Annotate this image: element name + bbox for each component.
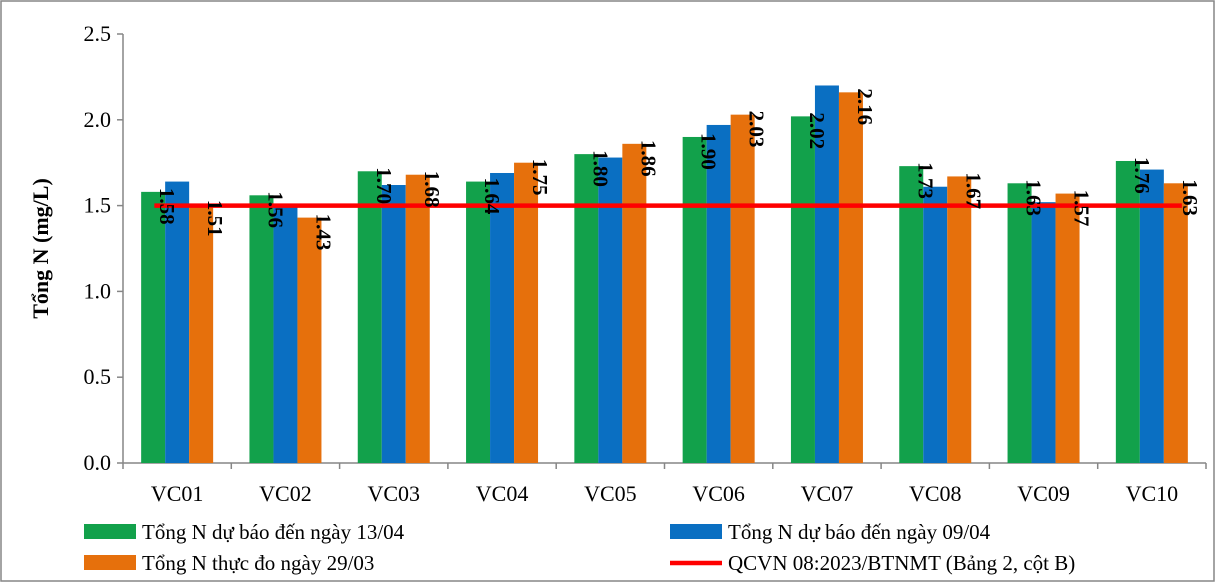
bar-series-3-vc04 (514, 162, 539, 463)
bar-series-1-vc08 (899, 166, 924, 463)
bar-layer (141, 85, 1188, 464)
bar-series-1-vc02 (249, 195, 274, 463)
bar-series-2-vc04 (490, 172, 515, 463)
bar-series-3-vc10 (1163, 183, 1188, 464)
x-tick-label: VC01 (151, 481, 204, 506)
legend-item-series-1-swatch (84, 524, 136, 539)
x-tick-label: VC05 (584, 481, 637, 506)
data-label-series-3-vc02: 1.43 (311, 214, 335, 251)
y-tick-label: 0.0 (84, 450, 112, 475)
legend-item-reference-line-label: QCVN 08:2023/BTNMT (Bảng 2, cột B) (728, 551, 1075, 575)
legend-item-series-2-label: Tổng N dự báo đến ngày 09/04 (728, 520, 991, 544)
data-label-series-3-vc08: 1.67 (961, 172, 985, 209)
bar-series-3-vc02 (297, 217, 322, 463)
data-label-series-3-vc07: 2.16 (853, 88, 877, 125)
x-tick-label: VC03 (367, 481, 420, 506)
y-tick-label: 2.5 (84, 21, 112, 46)
data-label-series-3-vc06: 2.03 (745, 111, 769, 148)
bar-series-3-vc01 (189, 203, 214, 463)
bar-series-2-vc09 (1031, 202, 1056, 463)
bar-series-2-vc01 (165, 181, 190, 464)
bar-series-2-vc03 (381, 185, 406, 463)
data-label-series-3-vc03: 1.68 (420, 171, 444, 208)
data-label-series-1-vc02: 1.56 (263, 191, 287, 228)
y-tick-label: 1.0 (84, 278, 112, 303)
y-axis-title: Tổng N (mg/L) (28, 178, 53, 319)
legend: Tổng N dự báo đến ngày 13/04 Tổng N dự bá… (84, 520, 1075, 575)
bar-series-1-vc06 (682, 136, 707, 463)
bar-series-1-vc01 (141, 191, 166, 463)
data-label-series-1-vc07: 2.02 (805, 112, 829, 149)
legend-item-series-2-swatch (670, 524, 722, 539)
bar-series-1-vc09 (1007, 183, 1032, 464)
legend-item-series-1-label: Tổng N dự báo đến ngày 13/04 (142, 520, 405, 544)
bar-series-2-vc10 (1139, 169, 1164, 463)
data-label-series-1-vc10: 1.76 (1130, 157, 1154, 194)
x-tick-label: VC02 (259, 481, 312, 506)
x-tick-label: VC06 (692, 481, 745, 506)
bar-series-2-vc06 (706, 124, 731, 463)
bar-series-1-vc10 (1115, 160, 1140, 463)
bar-series-2-vc02 (273, 205, 298, 463)
data-label-series-3-vc05: 1.86 (636, 140, 660, 177)
data-label-series-3-vc04: 1.75 (528, 159, 552, 196)
legend-item-series-3-swatch (84, 555, 136, 570)
bar-series-3-vc03 (405, 174, 430, 463)
x-tick-label: VC04 (476, 481, 529, 506)
bar-series-3-vc08 (947, 176, 972, 464)
bar-series-3-vc05 (622, 143, 647, 463)
y-tick-label: 0.5 (84, 364, 112, 389)
data-label-series-1-vc03: 1.70 (372, 167, 396, 204)
bar-series-2-vc08 (923, 186, 948, 463)
y-tick-label: 1.5 (84, 193, 112, 218)
data-label-series-3-vc10: 1.63 (1178, 179, 1202, 216)
data-label-series-3-vc01: 1.51 (203, 200, 227, 237)
legend-item-series-3-label: Tổng N thực đo ngày 29/03 (142, 551, 374, 575)
x-tick-label: VC10 (1126, 481, 1179, 506)
bar-series-3-vc09 (1055, 193, 1080, 463)
x-tick-label: VC07 (801, 481, 854, 506)
data-label-series-1-vc09: 1.63 (1022, 179, 1046, 216)
data-label-series-1-vc04: 1.64 (480, 178, 504, 215)
bar-series-2-vc05 (598, 157, 623, 463)
data-label-series-1-vc01: 1.58 (155, 188, 179, 225)
bar-series-1-vc04 (466, 181, 491, 464)
data-label-series-1-vc06: 1.90 (697, 133, 721, 170)
data-label-series-1-vc05: 1.80 (588, 150, 612, 187)
y-tick-label: 2.0 (84, 107, 112, 132)
data-label-series-1-vc08: 1.73 (913, 162, 937, 199)
data-label-series-3-vc09: 1.57 (1070, 190, 1094, 227)
x-tick-label: VC08 (909, 481, 962, 506)
bar-series-1-vc03 (357, 171, 382, 463)
bar-series-3-vc06 (730, 114, 755, 463)
data-label-layer: 1.58 1.56 1.70 1.64 1.80 1.90 2.02 1.73 1.63 1.76… (155, 88, 1202, 250)
bar-series-3-vc07 (838, 92, 863, 464)
bar-series-1-vc05 (574, 154, 599, 463)
bar-series-1-vc07 (790, 116, 815, 464)
x-tick-label: VC09 (1017, 481, 1070, 506)
bar-series-2-vc07 (814, 85, 839, 463)
